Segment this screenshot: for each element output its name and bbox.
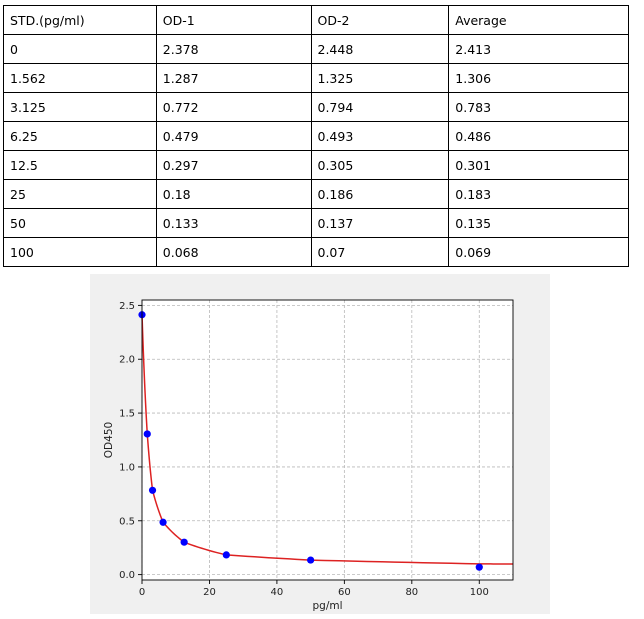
table-cell: 1.325 xyxy=(310,63,450,93)
y-tick-label: 1.0 xyxy=(119,462,135,473)
table-cell: 0.305 xyxy=(310,150,450,180)
table-cell: 0.069 xyxy=(448,237,629,267)
table-header-row: STD.(pg/ml) OD-1 OD-2 Average xyxy=(3,5,629,35)
table-cell: 0.137 xyxy=(310,208,450,238)
chart-svg: 0 20 40 60 80 100 0.0 0.5 1.0 1.5 2.0 2.5 pg/ml OD450 xyxy=(103,299,514,612)
table-cell: 1.287 xyxy=(155,63,312,93)
table-row: 50 0.133 0.137 0.135 xyxy=(3,208,629,238)
data-point xyxy=(307,556,315,564)
x-tick-label: 80 xyxy=(405,587,418,598)
table-cell: 50 xyxy=(3,208,157,238)
table-cell: 6.25 xyxy=(3,121,157,151)
x-axis-label: pg/ml xyxy=(312,600,342,612)
table-cell: 2.448 xyxy=(310,34,450,64)
table-cell: 0.068 xyxy=(155,237,312,267)
x-tick-label: 20 xyxy=(203,587,216,598)
header-od1: OD-1 xyxy=(155,5,312,35)
standard-curve-chart: 0 20 40 60 80 100 0.0 0.5 1.0 1.5 2.0 2.5 pg/ml OD450 xyxy=(90,274,550,614)
x-tick-label: 0 xyxy=(139,587,145,598)
table-row: 6.25 0.479 0.493 0.486 xyxy=(3,121,629,151)
table-cell: 0.794 xyxy=(310,92,450,122)
table-cell: 0.479 xyxy=(155,121,312,151)
plot-area xyxy=(142,300,513,580)
table-cell: 0.493 xyxy=(310,121,450,151)
table-cell: 0.783 xyxy=(448,92,629,122)
table-cell: 0.133 xyxy=(155,208,312,238)
y-tick-label: 0.0 xyxy=(119,570,135,581)
table-cell: 0.297 xyxy=(155,150,312,180)
y-axis-label: OD450 xyxy=(103,422,115,458)
data-point xyxy=(159,518,167,526)
table-cell: 3.125 xyxy=(3,92,157,122)
x-tick-label: 60 xyxy=(338,587,351,598)
y-tick-label: 2.0 xyxy=(119,355,135,366)
data-point xyxy=(222,551,230,559)
table-cell: 25 xyxy=(3,179,157,209)
table-row: 0 2.378 2.448 2.413 xyxy=(3,34,629,64)
table-cell: 0 xyxy=(3,34,157,64)
table-row: 12.5 0.297 0.305 0.301 xyxy=(3,150,629,180)
table-cell: 0.183 xyxy=(448,179,629,209)
table-cell: 0.486 xyxy=(448,121,629,151)
table-cell: 0.186 xyxy=(310,179,450,209)
data-point xyxy=(180,538,188,546)
table-cell: 12.5 xyxy=(3,150,157,180)
x-tick-label: 40 xyxy=(271,587,284,598)
table-row: 25 0.18 0.186 0.183 xyxy=(3,179,629,209)
header-od2: OD-2 xyxy=(310,5,450,35)
table-cell: 2.413 xyxy=(448,34,629,64)
table-cell: 1.562 xyxy=(3,63,157,93)
x-tick-label: 100 xyxy=(470,587,489,598)
standard-table: STD.(pg/ml) OD-1 OD-2 Average 0 2.378 2.44… xyxy=(3,5,629,267)
table-cell: 0.135 xyxy=(448,208,629,238)
y-tick-label: 1.5 xyxy=(119,409,135,420)
table-cell: 2.378 xyxy=(155,34,312,64)
table-cell: 1.306 xyxy=(448,63,629,93)
data-point xyxy=(148,486,157,494)
table-cell: 100 xyxy=(3,237,157,267)
plot-frame xyxy=(141,299,514,581)
table-cell: 0.18 xyxy=(155,179,312,209)
table-cell: 0.07 xyxy=(310,237,450,267)
table-row: 1.562 1.287 1.325 1.306 xyxy=(3,63,629,93)
header-std: STD.(pg/ml) xyxy=(3,5,157,35)
data-point xyxy=(475,563,483,571)
table-cell: 0.772 xyxy=(155,92,312,122)
data-point xyxy=(143,430,151,438)
y-tick-label: 2.5 xyxy=(119,301,135,312)
header-average: Average xyxy=(448,5,629,35)
table-row: 100 0.068 0.07 0.069 xyxy=(3,237,629,267)
table-cell: 0.301 xyxy=(448,150,629,180)
table-row: 3.125 0.772 0.794 0.783 xyxy=(3,92,629,122)
y-tick-label: 0.5 xyxy=(119,516,135,527)
